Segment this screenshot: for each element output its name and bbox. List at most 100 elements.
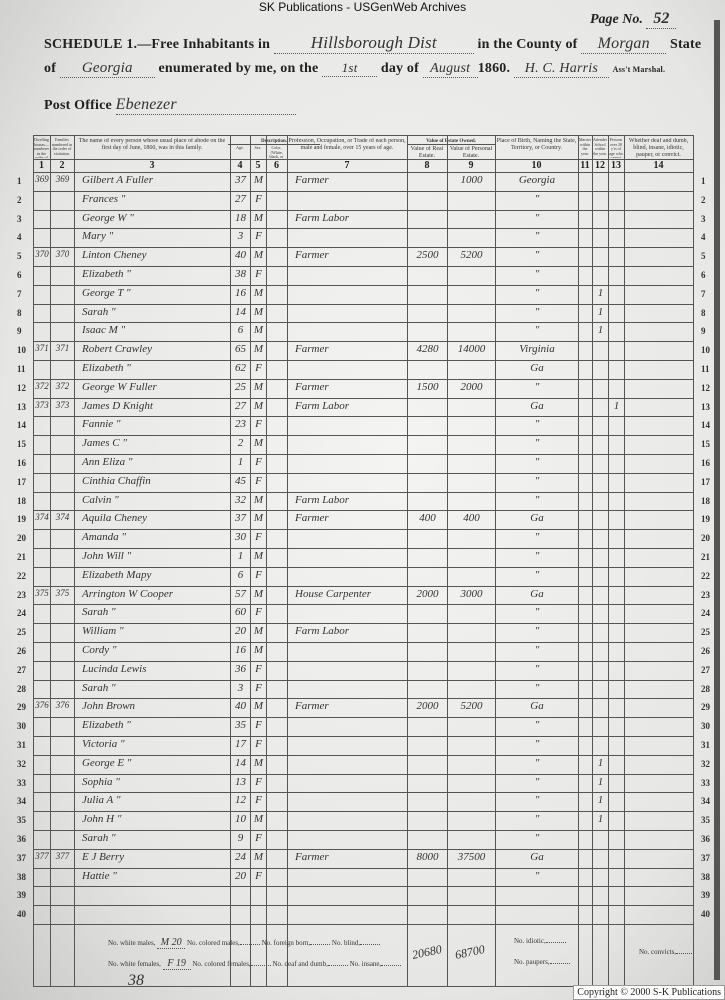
birthplace: Ga (530, 700, 544, 713)
age: 27 (235, 192, 246, 205)
county-label: in the County of (477, 37, 578, 52)
summary-bottom-rule (33, 986, 693, 987)
row-rule (33, 698, 693, 699)
column-rule (74, 135, 75, 986)
person-name: Frances " (82, 192, 126, 205)
column-rule (287, 135, 288, 986)
row-rule (33, 341, 693, 342)
marshal-value: H. C. Harris (513, 61, 609, 78)
enumeration-line: of Georgia enumerated by me, on the 1st … (44, 60, 665, 78)
line-number-left: 27 (17, 664, 26, 675)
line-number-right: 13 (701, 401, 710, 412)
occupation: Farmer (295, 249, 329, 262)
birthplace: Ga (530, 399, 544, 412)
age: 25 (235, 380, 246, 393)
foreign-born-label: No. foreign born, (261, 939, 311, 947)
age: 17 (235, 738, 246, 750)
summary-row-1: No. white males, M 20 No. colored males,… (108, 937, 381, 949)
real-estate-value: 8000 (416, 850, 439, 863)
column-rule (608, 135, 609, 986)
line-number-right: 39 (701, 890, 710, 901)
real-estate-value: 2000 (416, 587, 439, 600)
birthplace: " (534, 380, 540, 393)
sex: M (253, 850, 264, 863)
line-number-right: 17 (701, 476, 710, 487)
birthplace: Georgia (518, 174, 556, 186)
column-header-12: Attended School within the year. (593, 138, 607, 156)
column-number-4: 4 (237, 160, 243, 171)
white-females-value: F 19 (162, 958, 191, 970)
line-number-left: 21 (17, 552, 26, 562)
line-number-left: 23 (17, 589, 26, 600)
birthplace: " (534, 775, 540, 788)
personal-estate-value: 2000 (460, 380, 483, 393)
line-number-left: 36 (17, 834, 26, 844)
birthplace: " (534, 832, 540, 844)
person-name: Cinthia Chaffin (82, 474, 151, 487)
person-name: William " (82, 625, 124, 638)
day-of-label: day of (380, 61, 419, 76)
age: 20 (235, 869, 246, 882)
age: 62 (235, 362, 246, 374)
line-number-left: 22 (17, 570, 26, 581)
person-name: John H " (82, 813, 122, 826)
person-name: George E " (82, 756, 132, 769)
person-name: Victoria " (82, 738, 125, 750)
age: 14 (235, 756, 246, 769)
column-rule (407, 135, 408, 986)
line-number-left: 10 (17, 345, 26, 356)
idiotic-label-text: No. idiotic, (514, 937, 546, 945)
sex: F (255, 192, 262, 205)
row-rule (33, 905, 693, 906)
birthplace: Ga (530, 362, 544, 374)
occupation: Farmer (295, 380, 329, 393)
row-rule (33, 284, 693, 286)
birthplace: " (534, 249, 540, 262)
person-name: George W Fuller (82, 380, 157, 393)
column-rule (33, 135, 34, 986)
person-name: Linton Cheney (82, 249, 147, 262)
person-name: E J Berry (82, 850, 125, 863)
age: 60 (235, 606, 246, 619)
sex: F (255, 531, 262, 544)
age: 57 (235, 587, 246, 600)
line-number-left: 20 (17, 533, 26, 544)
age: 1 (237, 456, 244, 468)
dwelling-number: 377 (35, 850, 49, 861)
occupation: Farmer (295, 700, 329, 713)
sex: F (255, 230, 262, 243)
line-number-right: 23 (701, 589, 710, 600)
of-label: of (44, 61, 57, 76)
person-name: Elizabeth Mapy (82, 568, 152, 581)
line-number-right: 28 (701, 683, 710, 694)
attended-school: 1 (597, 286, 604, 299)
white-males-label: No. white males, (108, 939, 156, 947)
line-number-right: 6 (701, 270, 706, 280)
line-number-left: 35 (17, 815, 26, 826)
sex: F (255, 268, 262, 280)
line-number-left: 29 (17, 702, 26, 713)
person-name: James C " (82, 437, 127, 450)
row-rule (33, 604, 693, 605)
sex: M (253, 399, 264, 412)
column-rule (578, 135, 579, 986)
line-number-left: 39 (17, 890, 26, 901)
sex: M (253, 174, 264, 186)
row-rule (33, 454, 693, 455)
column-rule (624, 135, 625, 986)
sex: F (255, 869, 262, 882)
sex: F (255, 662, 262, 675)
line-number-right: 37 (701, 852, 710, 863)
sex: F (255, 775, 262, 788)
row-rule (33, 792, 693, 793)
line-number-right: 18 (701, 495, 710, 506)
person-name: Mary " (82, 230, 114, 243)
age: 36 (235, 662, 246, 675)
dwelling-number: 374 (35, 512, 49, 523)
page-number-value: 52 (646, 10, 677, 29)
line-number-left: 7 (17, 288, 22, 299)
occupation: Farmer (295, 850, 329, 863)
column-number-14: 14 (653, 160, 664, 171)
table-top-rule (33, 135, 693, 136)
